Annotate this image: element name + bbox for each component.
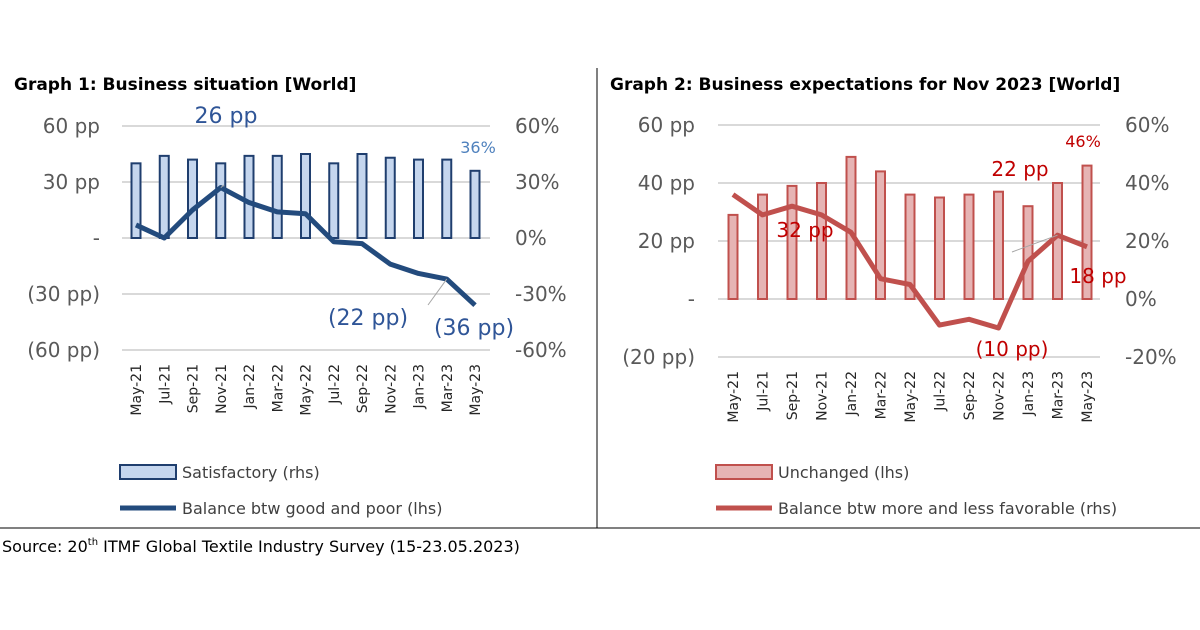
right-axis-tick: 30% — [515, 170, 559, 194]
x-axis-tick: Sep-21 — [186, 364, 202, 413]
bar — [963, 193, 975, 301]
bar — [727, 213, 739, 300]
legend-label: Satisfactory (rhs) — [182, 463, 320, 482]
chart-1: 60 pp 60% 30 pp 30% - 0% (30 pp) -30% (60 pp) -60… — [27, 104, 566, 518]
x-axis-tick: May-22 — [299, 364, 315, 416]
bar — [441, 158, 453, 240]
data-label: 36% — [460, 138, 496, 157]
bar — [384, 156, 396, 240]
left-axis-tick: (60 pp) — [27, 338, 100, 362]
bar — [1022, 205, 1034, 300]
source-note: Source: 20th ITMF Global Textile Industr… — [2, 537, 520, 556]
bar — [356, 153, 368, 239]
left-axis-tick: (20 pp) — [622, 345, 695, 369]
right-axis-tick: 20% — [1125, 229, 1169, 253]
x-axis-tick: Sep-21 — [785, 371, 801, 420]
bar — [786, 184, 798, 300]
right-axis-tick: 60% — [515, 114, 559, 138]
bar — [413, 158, 424, 240]
x-axis-tick: Jan-22 — [242, 364, 258, 409]
bar — [215, 162, 227, 239]
x-axis-tick: Nov-21 — [815, 371, 831, 421]
x-axis-tick: Jan-23 — [412, 364, 428, 409]
right-axis-tick: 0% — [515, 226, 547, 250]
x-axis-tick: May-21 — [726, 371, 742, 423]
x-axis-tick: May-23 — [468, 364, 484, 416]
data-label: 32 pp — [776, 218, 833, 242]
bar — [158, 154, 170, 239]
legend-bar-swatch — [119, 464, 177, 480]
left-axis-tick: 30 pp — [43, 170, 100, 194]
x-axis-tick: Nov-21 — [214, 364, 230, 414]
leader-line — [1011, 234, 1058, 253]
source-sup: th — [88, 537, 98, 548]
bar — [328, 162, 340, 239]
x-axis-tick: May-21 — [129, 364, 145, 416]
bar — [300, 153, 311, 239]
bar — [469, 169, 481, 239]
data-label: 22 pp — [991, 157, 1048, 181]
x-axis-tick: Jan-22 — [844, 371, 860, 416]
right-axis-tick: 60% — [1125, 113, 1169, 137]
bar — [130, 162, 142, 239]
bar — [1081, 164, 1093, 300]
bar — [934, 196, 945, 300]
right-axis-tick: -20% — [1125, 345, 1177, 369]
bar — [757, 193, 768, 301]
x-axis-tick: Nov-22 — [992, 371, 1008, 421]
left-axis-tick: - — [93, 226, 100, 250]
bar — [904, 193, 916, 301]
chart-2-title: Graph 2: Business expectations for Nov 2… — [610, 75, 1120, 95]
right-axis-tick: 40% — [1125, 171, 1169, 195]
x-axis-tick: Mar-23 — [1051, 371, 1067, 419]
chart-2: 60 pp 60% 40 pp 40% 20 pp 20% - 0% (20 pp) -20% Ma… — [622, 113, 1176, 518]
x-axis-tick: Mar-22 — [270, 364, 286, 412]
x-axis-tick: May-22 — [903, 371, 919, 423]
chart-1-title: Graph 1: Business situation [World] — [14, 75, 356, 95]
x-axis-tick: Jul-21 — [157, 364, 173, 405]
left-axis-tick: 20 pp — [638, 229, 695, 253]
right-axis-tick: -30% — [515, 282, 567, 306]
left-axis-tick: 40 pp — [638, 171, 695, 195]
source-rest: ITMF Global Textile Industry Survey (15-… — [98, 537, 520, 556]
x-axis-tick: May-23 — [1080, 371, 1096, 423]
bar — [816, 182, 827, 300]
data-label: 26 pp — [195, 104, 258, 129]
right-axis-tick: 0% — [1125, 287, 1157, 311]
right-axis-tick: -60% — [515, 338, 567, 362]
data-label: (22 pp) — [328, 306, 408, 331]
bar — [187, 158, 198, 240]
bar — [243, 154, 255, 239]
x-axis-tick: Mar-23 — [440, 364, 456, 412]
bar — [271, 154, 283, 239]
x-axis-tick: Jul-21 — [756, 371, 772, 412]
source-text: Source: 20 — [2, 537, 88, 556]
data-label: 18 pp — [1069, 264, 1126, 288]
legend-label: Balance btw good and poor (lhs) — [182, 499, 442, 518]
bar — [875, 170, 886, 300]
left-axis-tick: 60 pp — [638, 113, 695, 137]
leader-line — [427, 278, 448, 306]
bar — [993, 190, 1004, 300]
x-axis-tick: Jul-22 — [933, 371, 949, 412]
x-axis-tick: Sep-22 — [355, 364, 371, 413]
x-axis-tick: Jan-23 — [1021, 371, 1037, 416]
left-axis-tick: 60 pp — [43, 114, 100, 138]
left-axis-tick: (30 pp) — [27, 282, 100, 306]
legend-bar-swatch — [715, 464, 773, 480]
x-axis-tick: Jul-22 — [327, 364, 343, 405]
x-axis-tick: Mar-22 — [874, 371, 890, 419]
legend-label: Unchanged (lhs) — [778, 463, 909, 482]
data-label: (10 pp) — [976, 337, 1049, 361]
data-label: 46% — [1065, 132, 1101, 151]
data-label: (36 pp) — [434, 316, 514, 341]
x-axis-tick: Sep-22 — [962, 371, 978, 420]
x-axis-tick: Nov-22 — [383, 364, 399, 414]
legend-label: Balance btw more and less favorable (rhs… — [778, 499, 1117, 518]
left-axis-tick: - — [688, 287, 695, 311]
leader-line — [220, 184, 225, 188]
